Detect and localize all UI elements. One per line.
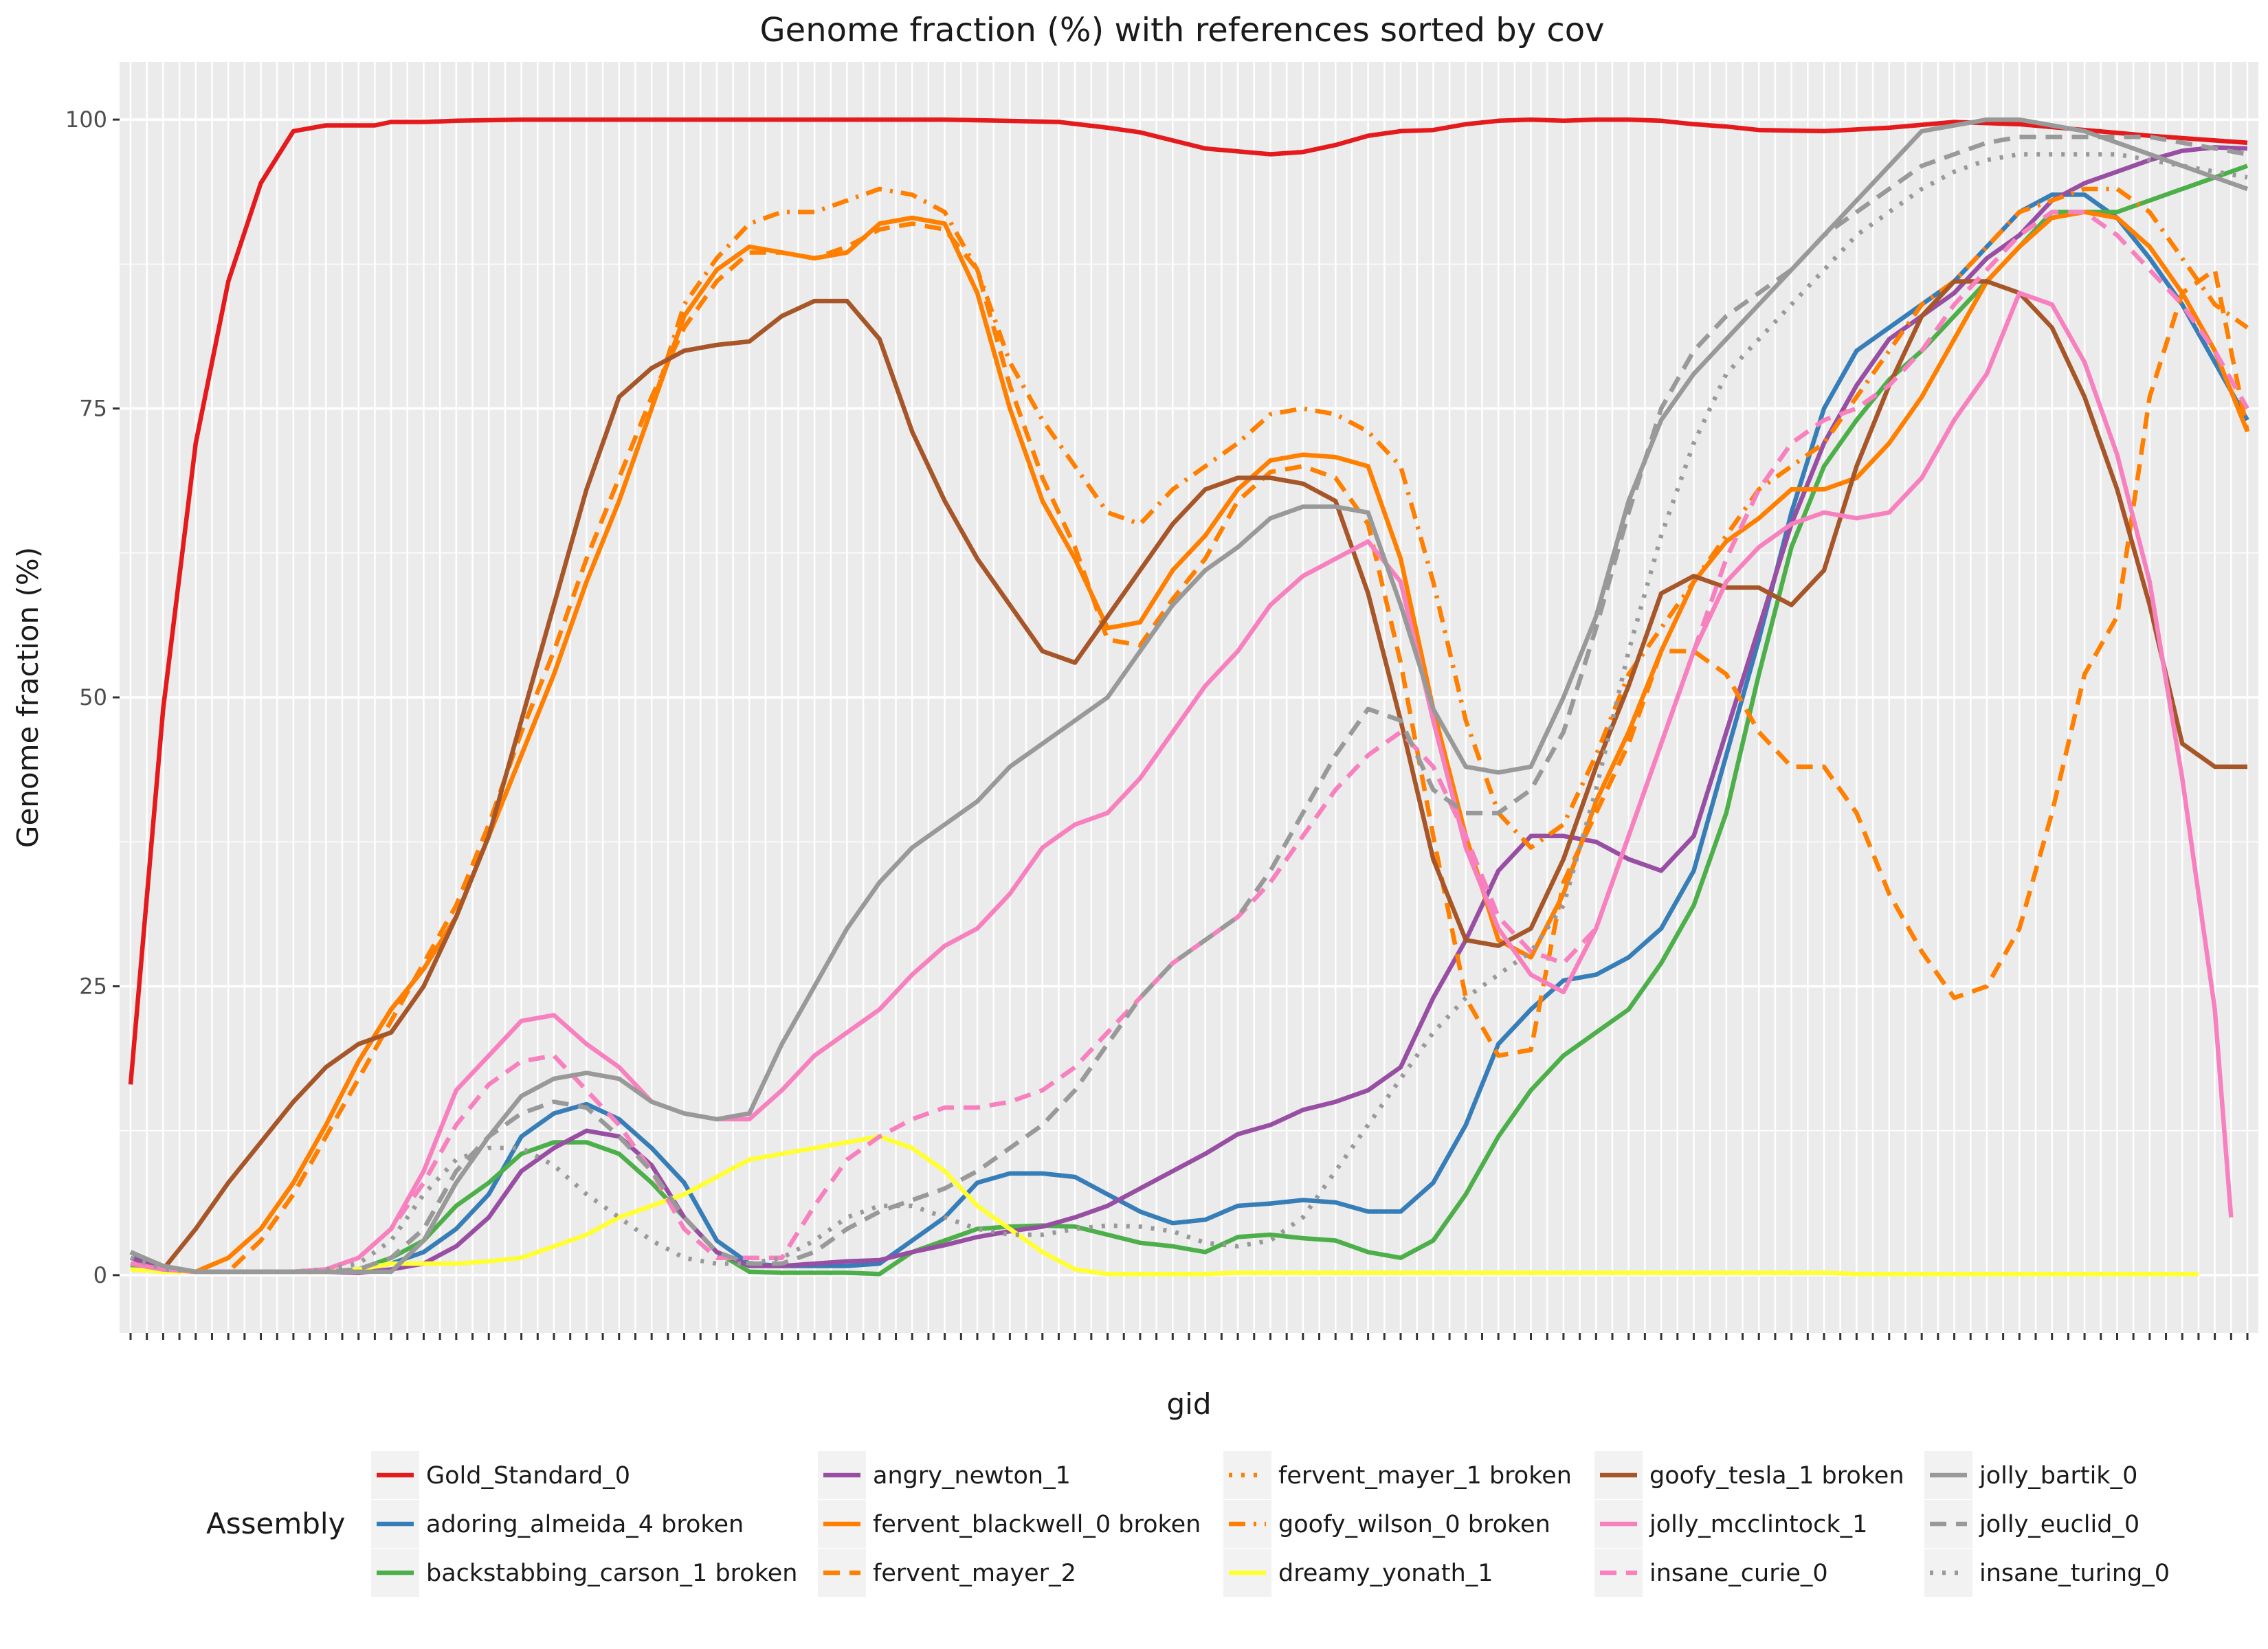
series-line-jolly-bartik-0 (129, 117, 2249, 1275)
y-tick-label: 50 (79, 684, 107, 710)
grid-lines (120, 62, 2258, 1333)
series-line-adoring-almeida-4-broken (129, 192, 2249, 1275)
series-lines (128, 117, 2250, 1277)
legend-label: jolly_euclid_0 (1979, 1511, 2139, 1538)
legend-label: Gold_Standard_0 (426, 1462, 630, 1490)
legend-label: adoring_almeida_4 broken (426, 1511, 744, 1538)
legend-label: fervent_mayer_2 (873, 1560, 1076, 1587)
legend-label: goofy_tesla_1 broken (1649, 1462, 1904, 1490)
legend-label: insane_curie_0 (1649, 1560, 1828, 1587)
series-line-insane-curie-0 (130, 210, 2249, 1275)
series-line-angry-newton-1 (129, 145, 2248, 1275)
legend-label: insane_turing_0 (1979, 1560, 2170, 1587)
y-tick-label: 0 (93, 1262, 107, 1288)
y-tick-label: 100 (65, 106, 107, 133)
legend: Gold_Standard_0 adoring_almeida_4 broken b… (371, 1451, 2170, 1597)
legend-label: jolly_mcclintock_1 (1649, 1511, 1867, 1538)
chart-title: Genome fraction (%) with references sort… (759, 11, 1604, 49)
series-line-fervent-mayer-1-broken (130, 210, 2250, 1275)
legend-label: dreamy_yonath_1 (1278, 1560, 1493, 1587)
legend-label: fervent_blackwell_0 broken (873, 1511, 1201, 1538)
x-axis-title: gid (1167, 1387, 1212, 1421)
legend-label: jolly_bartik_0 (1979, 1462, 2137, 1490)
legend-label: goofy_wilson_0 broken (1278, 1511, 1550, 1538)
series-line-jolly-euclid-0 (129, 135, 2248, 1275)
legend-label: fervent_mayer_1 broken (1278, 1462, 1572, 1490)
series-line-gold-standard-0 (128, 117, 2248, 1085)
legend-label: angry_newton_1 (873, 1462, 1071, 1490)
legend-label: backstabbing_carson_1 broken (426, 1560, 797, 1587)
y-axis: 0 25 50 75 100 (65, 106, 120, 1288)
y-tick-label: 75 (79, 396, 107, 422)
series-line-dreamy-yonath-1 (130, 1134, 2199, 1277)
legend-title: Assembly (206, 1507, 345, 1540)
series-line-goofy-tesla-1-broken (130, 279, 2247, 1272)
series-line-fervent-mayer-2 (130, 221, 2250, 1275)
series-line-insane-turing-0 (129, 152, 2248, 1275)
series-line-jolly-mcclintock-1 (130, 291, 2234, 1275)
y-axis-title: Genome fraction (%) (11, 547, 45, 848)
x-axis (129, 1333, 2249, 1340)
y-tick-label: 25 (79, 973, 107, 999)
